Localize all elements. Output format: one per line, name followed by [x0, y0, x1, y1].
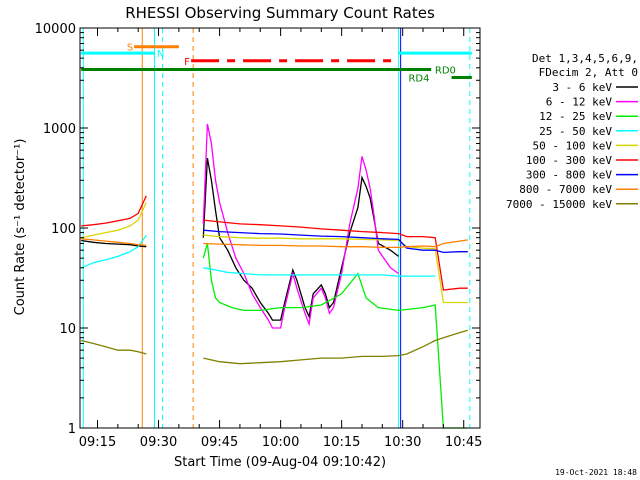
attenuator-flags: S N F RD0 RD4	[81, 43, 472, 84]
legend-entry-label: 300 - 800 keV	[526, 169, 612, 182]
legend-entry-label: 100 - 300 keV	[526, 154, 612, 167]
chart-title: RHESSI Observing Summary Count Rates	[125, 4, 435, 22]
y-axis-label: Count Rate (s⁻¹ detector⁻¹)	[13, 139, 28, 316]
flag-label: RD4	[408, 73, 429, 84]
y-tick-label: 10000	[35, 22, 76, 37]
axes: 1 10 100 1000 10000 09:15 09:30 09:45 10:00 10:15…	[35, 22, 483, 450]
legend-header-line-1: Det 1,3,4,5,6,9,	[532, 52, 638, 65]
flag-label: RD0	[435, 65, 456, 76]
legend-entry-label: 6 - 12 keV	[546, 96, 613, 109]
series-line	[81, 202, 468, 304]
legend-entry-label: 50 - 100 keV	[533, 139, 613, 152]
legend: Det 1,3,4,5,6,9, FDecim 2, Att 0 3 - 6 k…	[506, 52, 638, 211]
x-tick-label: 09:45	[201, 435, 238, 450]
series-line	[81, 238, 468, 249]
y-tick-label: 10	[59, 322, 76, 337]
x-tick-label: 10:45	[445, 435, 482, 450]
series-line	[203, 229, 468, 254]
flag-label: N	[157, 49, 164, 60]
flag-label: S	[127, 43, 133, 54]
legend-entry-label: 800 - 7000 keV	[519, 183, 612, 196]
series-line	[81, 195, 468, 291]
legend-entry-label: 3 - 6 keV	[552, 81, 612, 94]
series-line	[202, 243, 468, 429]
legend-header-line-2: FDecim 2, Att 0	[539, 66, 638, 79]
vertical-markers	[82, 28, 471, 428]
footer-date: 19-Oct-2021 18:48	[555, 468, 637, 477]
legend-entry-label: 25 - 50 keV	[539, 125, 612, 138]
flag-label: F	[184, 57, 190, 68]
x-tick-label: 10:15	[323, 435, 360, 450]
legend-entry-label: 12 - 25 keV	[539, 110, 612, 123]
legend-entry-label: 7000 - 15000 keV	[506, 198, 612, 211]
series-line	[202, 123, 399, 329]
x-tick-label: 09:15	[79, 435, 116, 450]
x-tick-label: 09:30	[140, 435, 177, 450]
x-tick-label: 10:00	[262, 435, 299, 450]
x-tick-label: 10:30	[384, 435, 421, 450]
series-lines	[80, 123, 468, 429]
y-tick-label: 1000	[43, 122, 76, 137]
y-tick-label: 1	[68, 422, 76, 437]
series-line	[80, 234, 436, 277]
y-tick-label: 100	[51, 222, 76, 237]
x-axis-label: Start Time (09-Aug-04 09:10:42)	[174, 455, 386, 470]
series-line	[81, 329, 468, 365]
